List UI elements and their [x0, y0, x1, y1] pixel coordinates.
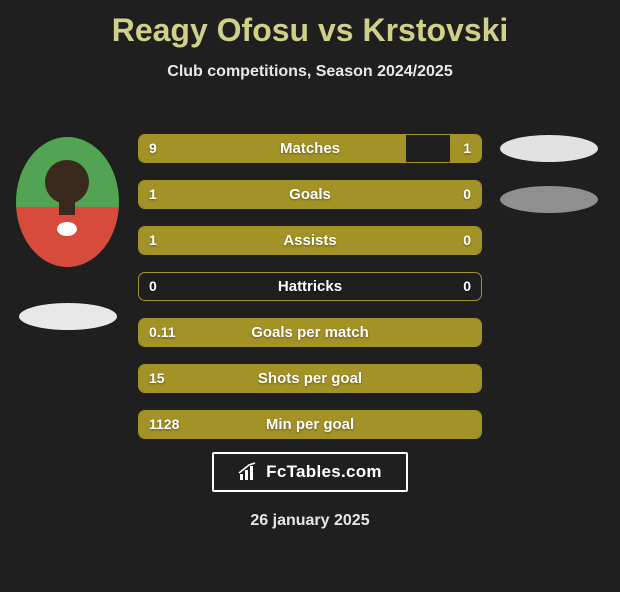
comparison-bars: 91Matches 10Goals 10Assists 00Hattricks 0.11…	[138, 134, 482, 456]
stat-label: Goals per match	[139, 319, 481, 346]
stat-row: 15Shots per goal	[138, 364, 482, 393]
chart-icon	[238, 462, 260, 482]
stat-row: 1128Min per goal	[138, 410, 482, 439]
page-title: Reagy Ofosu vs Krstovski	[0, 12, 620, 49]
player-right-column	[491, 137, 606, 213]
club-logo-right-2	[500, 186, 598, 213]
stat-label: Assists	[139, 227, 481, 254]
club-logo-left	[19, 303, 117, 330]
stat-label: Matches	[139, 135, 481, 162]
brand-text: FcTables.com	[266, 462, 382, 482]
stat-label: Shots per goal	[139, 365, 481, 392]
brand-logo: FcTables.com	[212, 452, 408, 492]
stat-row: 10Assists	[138, 226, 482, 255]
stat-label: Hattricks	[139, 273, 481, 300]
player-left-avatar	[16, 137, 119, 267]
club-logo-right-1	[500, 135, 598, 162]
player-left-column	[10, 137, 125, 330]
date-label: 26 january 2025	[0, 512, 620, 530]
stat-row: 10Goals	[138, 180, 482, 209]
stat-label: Goals	[139, 181, 481, 208]
stat-row: 91Matches	[138, 134, 482, 163]
stat-label: Min per goal	[139, 411, 481, 438]
stat-row: 0.11Goals per match	[138, 318, 482, 347]
subtitle: Club competitions, Season 2024/2025	[0, 63, 620, 81]
avatar-icon	[16, 137, 119, 267]
stat-row: 00Hattricks	[138, 272, 482, 301]
